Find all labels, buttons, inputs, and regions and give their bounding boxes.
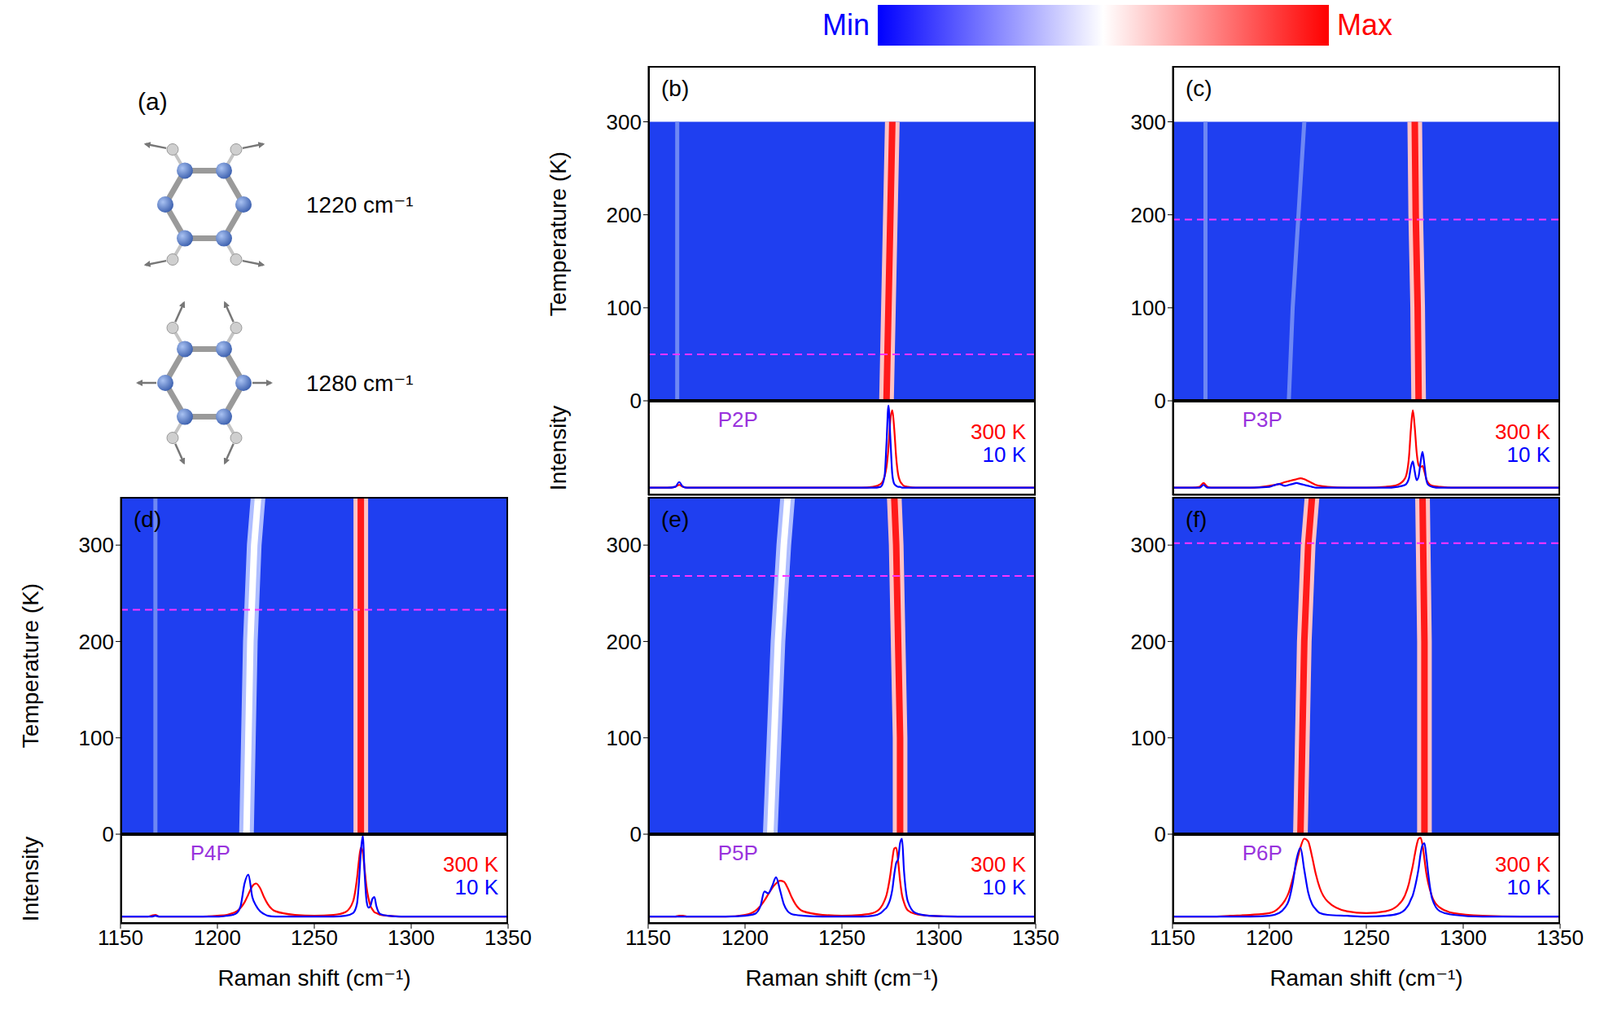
svg-text:(a): (a) bbox=[137, 87, 168, 115]
svg-text:100: 100 bbox=[1130, 725, 1167, 750]
svg-text:300: 300 bbox=[1130, 109, 1167, 135]
html-text:300 K: 300 K bbox=[1494, 851, 1551, 877]
html-text:Temperature (K): Temperature (K) bbox=[17, 582, 44, 748]
svg-text:1280 cm⁻¹: 1280 cm⁻¹ bbox=[306, 370, 414, 396]
svg-text:1200: 1200 bbox=[721, 924, 769, 950]
svg-text:300: 300 bbox=[606, 109, 642, 135]
svg-text:0: 0 bbox=[1154, 821, 1167, 847]
svg-text:1150: 1150 bbox=[1149, 924, 1196, 950]
svg-text:0: 0 bbox=[1154, 388, 1167, 413]
html-text:P4P: P4P bbox=[190, 840, 231, 865]
svg-text:1250: 1250 bbox=[1342, 924, 1390, 950]
html-text:(f): (f) bbox=[1185, 506, 1208, 532]
svg-text:300: 300 bbox=[78, 532, 114, 557]
html-text:(d): (d) bbox=[133, 506, 162, 532]
svg-text:1200: 1200 bbox=[1245, 924, 1294, 950]
svg-text:1350: 1350 bbox=[484, 924, 532, 950]
html-text:(c): (c) bbox=[1185, 75, 1213, 101]
svg-text:200: 200 bbox=[1130, 629, 1167, 654]
html-text:P3P: P3P bbox=[1242, 407, 1283, 432]
svg-text:1300: 1300 bbox=[387, 924, 435, 950]
svg-text:100: 100 bbox=[1130, 295, 1167, 320]
html-text:10 K: 10 K bbox=[982, 442, 1026, 467]
svg-text:1250: 1250 bbox=[290, 924, 338, 950]
html-text:300 K: 300 K bbox=[970, 419, 1026, 444]
svg-text:1300: 1300 bbox=[1439, 924, 1487, 950]
svg-text:200: 200 bbox=[606, 629, 642, 654]
html-text:10 K: 10 K bbox=[1506, 874, 1551, 899]
html-text:300 K: 300 K bbox=[970, 851, 1026, 877]
html-text:Temperature (K): Temperature (K) bbox=[545, 150, 571, 316]
svg-text:100: 100 bbox=[606, 295, 642, 320]
svg-text:1250: 1250 bbox=[818, 924, 866, 950]
svg-text:100: 100 bbox=[78, 725, 114, 750]
html-text:(b): (b) bbox=[661, 75, 690, 101]
svg-text:1220 cm⁻¹: 1220 cm⁻¹ bbox=[306, 192, 414, 218]
html-text:Raman shift (cm⁻¹): Raman shift (cm⁻¹) bbox=[1269, 964, 1463, 991]
html-text:10 K: 10 K bbox=[454, 874, 499, 899]
html-text:Intensity: Intensity bbox=[545, 405, 571, 491]
html-text:P2P: P2P bbox=[717, 407, 758, 432]
html-text:Intensity: Intensity bbox=[17, 836, 44, 921]
html-text:Min: Min bbox=[822, 8, 870, 42]
html-text:300 K: 300 K bbox=[1494, 419, 1551, 444]
svg-text:1350: 1350 bbox=[1012, 924, 1060, 950]
html-text:Max: Max bbox=[1336, 8, 1393, 42]
html-text:P5P: P5P bbox=[717, 840, 758, 865]
html-text:Raman shift (cm⁻¹): Raman shift (cm⁻¹) bbox=[217, 964, 411, 991]
svg-text:1150: 1150 bbox=[625, 924, 671, 950]
svg-text:200: 200 bbox=[1130, 202, 1167, 228]
html-text:300 K: 300 K bbox=[442, 851, 499, 877]
svg-text:1350: 1350 bbox=[1536, 924, 1584, 950]
svg-text:300: 300 bbox=[606, 532, 642, 557]
svg-text:1300: 1300 bbox=[915, 924, 963, 950]
html-text:(e): (e) bbox=[661, 506, 690, 532]
html-text:10 K: 10 K bbox=[1506, 442, 1551, 467]
svg-text:0: 0 bbox=[630, 821, 642, 847]
svg-text:0: 0 bbox=[102, 821, 114, 847]
html-text:10 K: 10 K bbox=[982, 874, 1026, 899]
svg-text:0: 0 bbox=[630, 388, 642, 413]
svg-text:1150: 1150 bbox=[97, 924, 144, 950]
svg-text:300: 300 bbox=[1130, 532, 1167, 557]
svg-text:200: 200 bbox=[606, 202, 642, 228]
svg-text:1200: 1200 bbox=[193, 924, 242, 950]
html-text:P6P: P6P bbox=[1242, 840, 1283, 865]
svg-text:100: 100 bbox=[606, 725, 642, 750]
html-text:Raman shift (cm⁻¹): Raman shift (cm⁻¹) bbox=[745, 964, 939, 991]
svg-text:200: 200 bbox=[78, 629, 114, 654]
